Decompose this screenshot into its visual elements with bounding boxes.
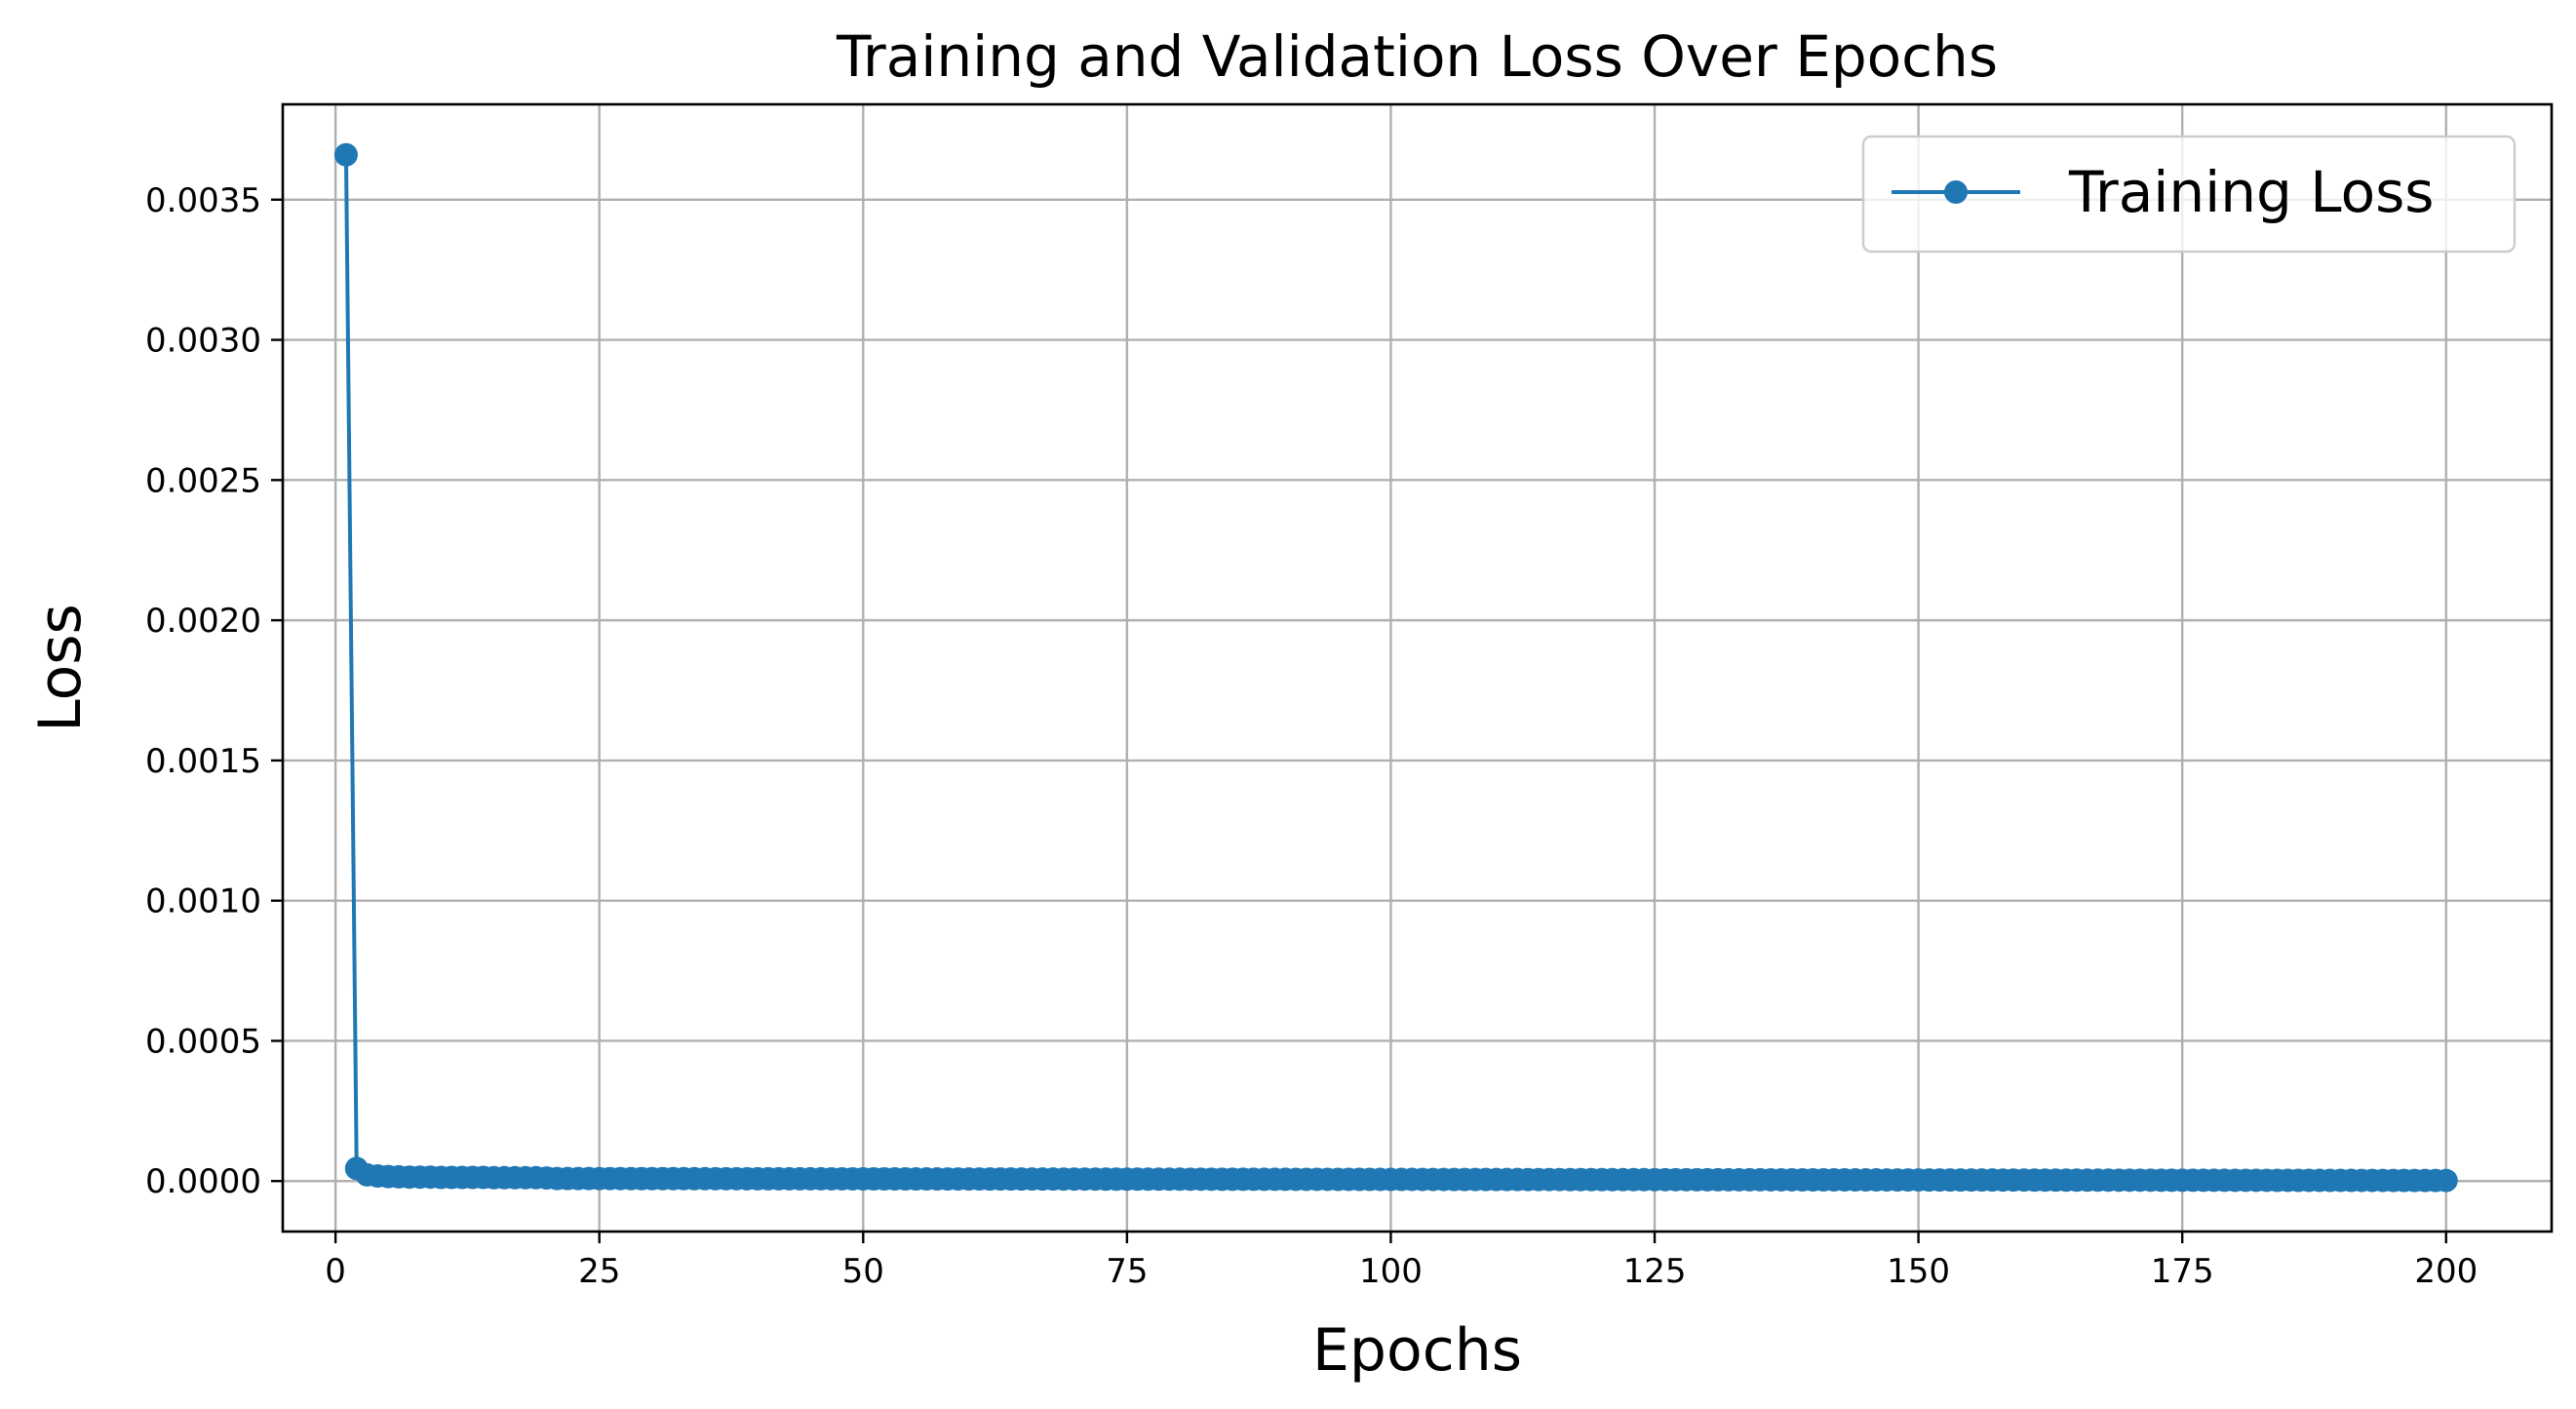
- chart-title: Training and Validation Loss Over Epochs: [836, 23, 1998, 90]
- x-axis-label: Epochs: [1312, 1316, 1522, 1385]
- legend-box: [1861, 135, 2517, 254]
- legend-marker-icon: [1944, 180, 1968, 204]
- x-tick-label: 150: [1887, 1252, 1950, 1291]
- y-tick-label: 0.0035: [145, 181, 261, 220]
- data-point: [2434, 1168, 2458, 1193]
- legend-entry-training-loss: Training Loss: [2068, 159, 2435, 225]
- y-tick-label: 0.0015: [145, 742, 261, 781]
- x-tick-label: 75: [1106, 1252, 1148, 1291]
- y-tick-label: 0.0000: [145, 1162, 261, 1201]
- x-tick-label: 25: [578, 1252, 620, 1291]
- x-tick-label: 200: [2414, 1252, 2478, 1291]
- x-tick-label: 50: [842, 1252, 884, 1291]
- x-axis-ticks: 0 25 50 75 100 125 150 175 200: [325, 1232, 2478, 1291]
- legend: Training Loss: [1861, 135, 2517, 254]
- y-tick-label: 0.0030: [145, 322, 261, 361]
- x-tick-label: 175: [2151, 1252, 2214, 1291]
- x-tick-label: 0: [325, 1252, 346, 1291]
- x-tick-label: 125: [1623, 1252, 1687, 1291]
- y-tick-label: 0.0025: [145, 461, 261, 500]
- series-training-loss: [333, 142, 2458, 1193]
- x-tick-label: 100: [1359, 1252, 1423, 1291]
- y-tick-label: 0.0010: [145, 882, 261, 921]
- y-tick-label: 0.0020: [145, 602, 261, 641]
- y-tick-label: 0.0005: [145, 1022, 261, 1061]
- y-axis-label: Loss: [26, 604, 95, 732]
- data-point: [333, 142, 358, 167]
- y-axis-ticks: 0.0000 0.0005 0.0010 0.0015 0.0020 0.0025 0.00…: [145, 181, 283, 1201]
- plot-frame: [281, 102, 2554, 1233]
